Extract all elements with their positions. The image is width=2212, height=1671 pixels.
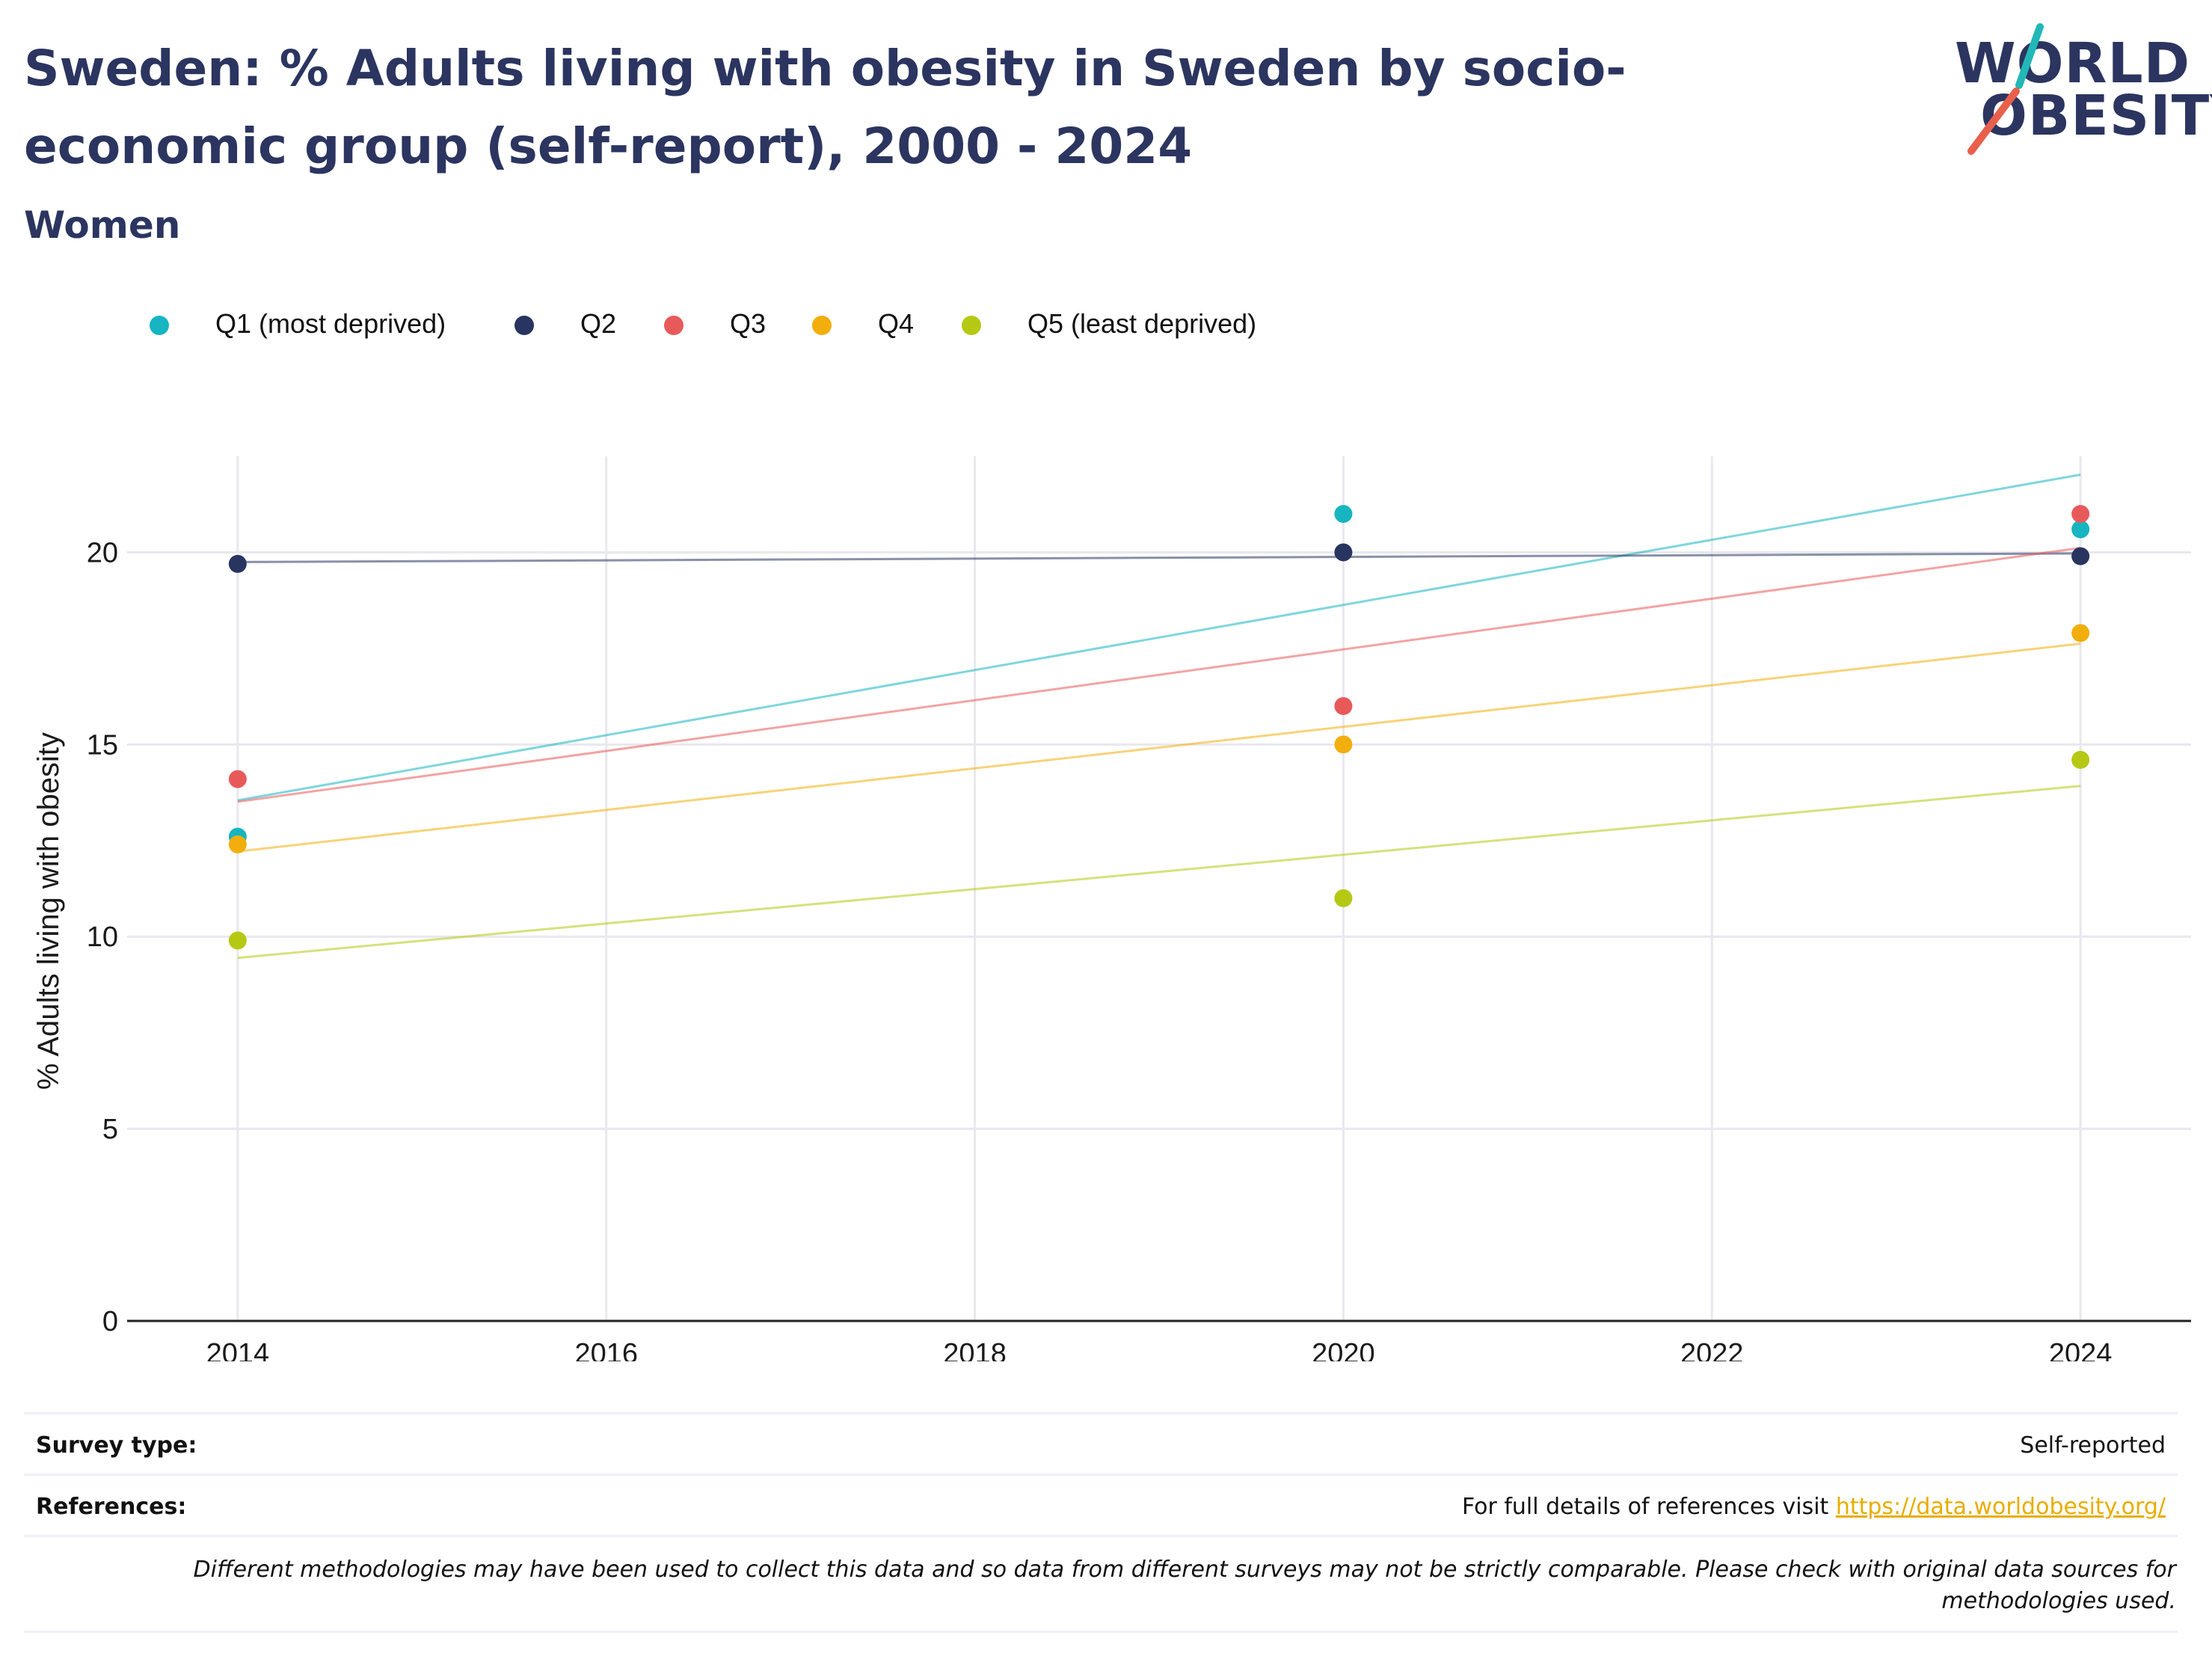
trendline-q4: [237, 643, 2081, 853]
survey-type-label: Survey type:: [36, 1432, 197, 1459]
point-q5-2024: [2071, 750, 2090, 769]
legend-label-q1: Q1 (most deprived): [215, 308, 446, 339]
x-tick-label-2022: 2022: [1680, 1338, 1744, 1361]
chart-plot: 2014 2016 2018 2020 2022 2024 0 5 10 15 20 % Adults…: [32, 456, 2191, 1361]
legend-dot-q3: [664, 316, 683, 335]
logo-word-world: WORLD: [1955, 31, 2191, 96]
point-q3-2020: [1334, 696, 1353, 715]
y-tick-label-0: 0: [102, 1306, 118, 1337]
legend-dot-q4: [812, 316, 832, 335]
x-tick-label-2016: 2016: [574, 1338, 638, 1361]
point-q1-2024: [2071, 520, 2090, 539]
point-q3-2014: [228, 770, 247, 788]
trendline-q2: [237, 552, 2081, 563]
legend-dot-q1: [150, 316, 169, 335]
legend-dot-q2: [514, 316, 534, 335]
y-axis-label: % Adults living with obesity: [32, 732, 65, 1090]
footer-bottom-divider: [24, 1631, 2178, 1633]
point-q2-2020: [1334, 543, 1353, 562]
point-q4-2024: [2071, 624, 2090, 643]
references-row: References: For full details of referenc…: [24, 1474, 2178, 1537]
trendline-q5: [237, 785, 2081, 960]
references-value: For full details of references visit htt…: [1462, 1494, 2166, 1520]
y-tick-label-10: 10: [87, 922, 118, 953]
y-tick-label-20: 20: [87, 537, 118, 568]
point-q4-2014: [228, 835, 247, 853]
survey-type-row: Survey type: Self-reported: [24, 1412, 2178, 1476]
logo-word-obesity: OBESITY: [1980, 84, 2212, 148]
point-q4-2020: [1334, 735, 1353, 754]
legend-label-q3: Q3: [730, 308, 766, 339]
references-text: For full details of references visit: [1461, 1494, 1829, 1520]
legend-label-q4: Q4: [878, 308, 915, 339]
point-q2-2024: [2071, 547, 2090, 565]
world-obesity-logo: WORLD OBESITY: [1944, 22, 2212, 157]
x-tick-label-2020: 2020: [1312, 1338, 1375, 1361]
x-tick-label-2018: 2018: [943, 1338, 1007, 1361]
point-q2-2014: [228, 554, 247, 573]
survey-type-value: Self-reported: [2020, 1432, 2166, 1459]
note-divider: [24, 1535, 2178, 1537]
x-tick-label-2014: 2014: [206, 1338, 270, 1361]
legend-label-q5: Q5 (least deprived): [1027, 308, 1257, 339]
logo-slash-icon: [1967, 23, 2044, 155]
chart-subtitle: Women: [24, 203, 181, 247]
legend-label-q2: Q2: [580, 308, 617, 339]
legend-dot-q5: [962, 316, 981, 335]
point-q1-2020: [1334, 505, 1353, 524]
point-q3-2024: [2071, 505, 2090, 524]
point-q5-2014: [228, 931, 247, 950]
x-tick-label-2024: 2024: [2049, 1338, 2113, 1361]
methodology-note: Different methodologies may have been us…: [193, 1557, 2176, 1614]
chart-title: Sweden: % Adults living with obesity in …: [24, 40, 1626, 175]
references-label: References:: [36, 1494, 187, 1520]
trendline-q3: [237, 547, 2081, 803]
y-tick-label-5: 5: [102, 1114, 118, 1145]
point-q5-2020: [1334, 889, 1353, 907]
y-tick-label-15: 15: [87, 729, 118, 761]
references-link[interactable]: https://data.worldobesity.org/: [1835, 1494, 2166, 1520]
trendline-q1: [237, 473, 2081, 802]
